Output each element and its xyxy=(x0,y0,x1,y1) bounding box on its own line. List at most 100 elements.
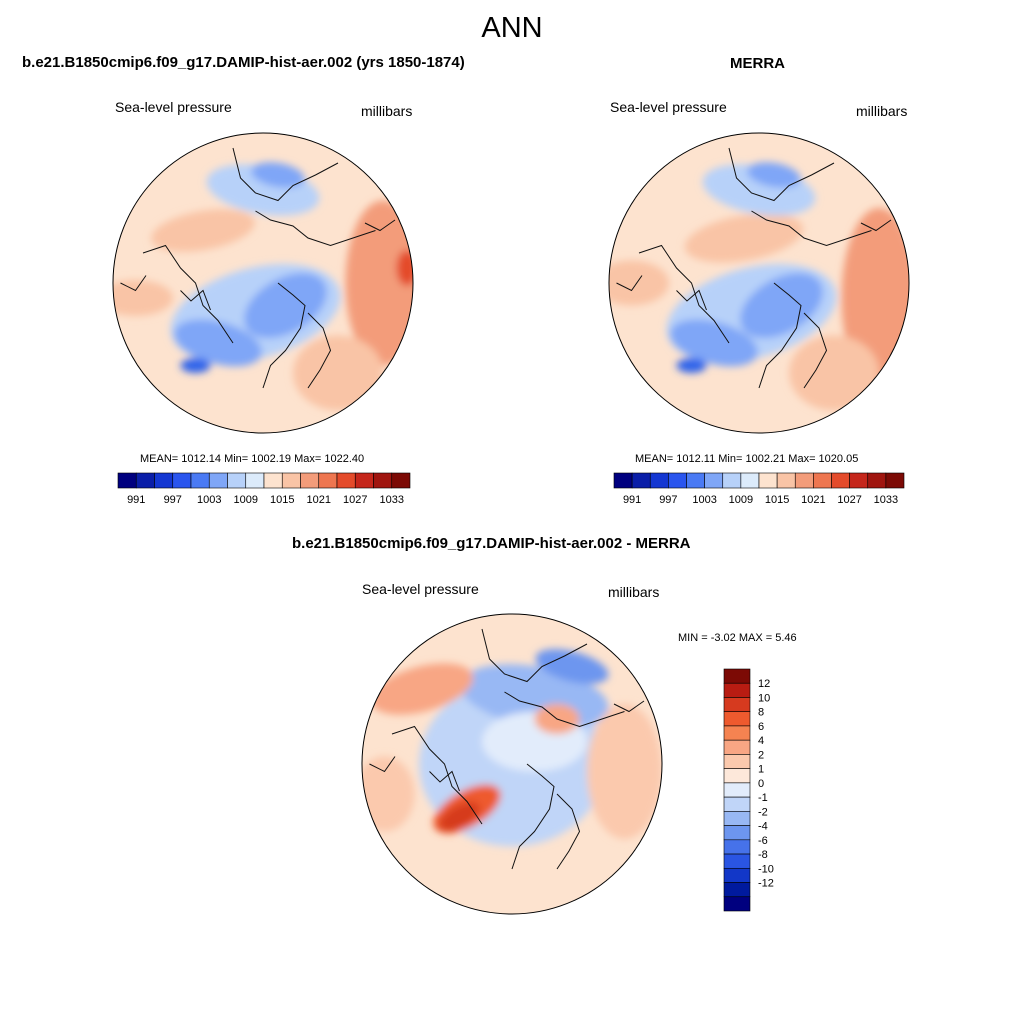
figure-title: ANN xyxy=(481,12,543,44)
contour-region xyxy=(180,358,211,373)
contour-region xyxy=(609,260,669,306)
colorbar-3-swatch xyxy=(723,682,751,698)
coastline xyxy=(638,244,730,344)
contour-region xyxy=(439,802,480,831)
colorbar-3-swatch xyxy=(723,796,751,812)
colorbar-1-swatch xyxy=(227,472,247,489)
panel-3-title: b.e21.B1850cmip6.f09_g17.DAMIP-hist-aer.… xyxy=(292,535,691,552)
colorbar-2-tick-label: 1015 xyxy=(765,494,789,506)
colorbar-2-tick-label: 997 xyxy=(659,494,677,506)
coastline xyxy=(232,147,339,202)
contour-region xyxy=(251,162,305,188)
coastline xyxy=(142,244,234,344)
colorbar-3-tick-label: -12 xyxy=(758,878,774,890)
coastline xyxy=(504,691,625,728)
coastline xyxy=(613,700,645,713)
colorbar-1-swatch xyxy=(373,472,393,489)
colorbar-1-tick-label: 1003 xyxy=(197,494,221,506)
colorbar-3-swatch xyxy=(723,782,751,798)
contour-region xyxy=(370,663,474,715)
colorbar-1-swatch xyxy=(391,472,411,489)
contour-region xyxy=(684,213,804,263)
panel-3-stats: MIN = -3.02 MAX = 5.46 xyxy=(678,632,797,644)
colorbar-3-swatch xyxy=(723,811,751,826)
colorbar-1-swatch xyxy=(117,472,137,489)
colorbar-3-tick-label: 0 xyxy=(758,778,764,790)
colorbar-1-tick-label: 1027 xyxy=(343,494,367,506)
colorbar-3-tick-label: 4 xyxy=(758,735,764,747)
map-border xyxy=(608,132,910,434)
coastline xyxy=(364,219,396,232)
coastline xyxy=(307,312,332,389)
panel-2-title: MERRA xyxy=(730,55,785,72)
coastline xyxy=(860,219,892,232)
coastline xyxy=(616,275,643,292)
colorbar-1-swatch xyxy=(263,472,283,489)
colorbar-2-swatch xyxy=(686,472,705,489)
colorbar-2-swatch xyxy=(794,472,814,489)
colorbar-3-tick-label: 10 xyxy=(758,692,770,704)
colorbar-1-tick-label: 991 xyxy=(127,494,145,506)
colorbar-2-tick-label: 1027 xyxy=(837,494,861,506)
colorbar-2-swatch xyxy=(849,472,869,489)
coastline xyxy=(758,282,802,389)
colorbar-3-tick-label: 6 xyxy=(758,721,764,733)
colorbar-1-swatch xyxy=(336,472,356,489)
colorbar-3-swatch xyxy=(723,896,751,912)
contour-region xyxy=(747,162,801,188)
colorbar-3-swatch xyxy=(723,768,751,784)
coastline xyxy=(391,725,483,825)
colorbar-2-swatch xyxy=(668,472,687,489)
colorbar-2-swatch xyxy=(613,472,633,489)
colorbar-3-tick-label: -2 xyxy=(758,806,768,818)
colorbar-3-tick-label: 1 xyxy=(758,764,764,776)
colorbar-2-swatch xyxy=(867,472,887,489)
colorbar-1-swatch xyxy=(354,472,374,489)
colorbar-3-swatch xyxy=(723,867,751,883)
contour-region xyxy=(174,319,262,367)
panel-2-units-label: millibars xyxy=(856,103,908,119)
colorbar-1-swatch xyxy=(208,472,228,489)
map-b xyxy=(609,133,909,433)
map-border xyxy=(361,613,663,915)
colorbar-3-swatch xyxy=(723,697,751,713)
colorbar-1-tick-label: 1009 xyxy=(234,494,258,506)
field-contours xyxy=(113,162,413,411)
map-a xyxy=(113,133,413,433)
coastline xyxy=(803,312,828,389)
coastline xyxy=(369,756,396,773)
colorbar-2-tick-label: 1033 xyxy=(874,494,898,506)
colorbar-3-swatch xyxy=(723,711,751,727)
colorbar-3-swatch xyxy=(723,882,751,898)
colorbar-3-swatch xyxy=(723,668,751,684)
coastline xyxy=(481,628,588,683)
coastline xyxy=(728,147,835,202)
colorbar-2-swatch xyxy=(831,472,850,489)
colorbar-3-tick-label: -8 xyxy=(758,849,768,861)
map-border xyxy=(112,132,414,434)
colorbar-3-swatch xyxy=(723,739,751,755)
contour-region xyxy=(740,273,823,338)
colorbar-1-swatch xyxy=(190,472,210,489)
colorbar-1-tick-label: 1015 xyxy=(270,494,294,506)
map-c xyxy=(362,614,662,914)
contour-region xyxy=(676,358,707,373)
coastline xyxy=(676,289,707,311)
colorbar-2-swatch xyxy=(704,472,724,489)
contour-region xyxy=(396,250,413,286)
coastline xyxy=(262,282,306,389)
panel-3-variable-label: Sea-level pressure xyxy=(362,581,479,597)
contour-region xyxy=(113,280,173,316)
panel-2-variable-label: Sea-level pressure xyxy=(610,99,727,115)
colorbar-3-tick-label: -1 xyxy=(758,792,768,804)
colorbar-3-swatch xyxy=(723,839,751,855)
colorbar-3-tick-label: 12 xyxy=(758,678,770,690)
contour-region xyxy=(789,335,879,411)
colorbar-3-tick-label: 8 xyxy=(758,707,764,719)
colorbar-1-tick-label: 1021 xyxy=(307,494,331,506)
colorbar-1-swatch xyxy=(245,472,265,489)
colorbar-2-swatch xyxy=(631,472,651,489)
coastline xyxy=(180,289,211,311)
panel-3-units-label: millibars xyxy=(608,584,660,600)
colorbar-1-swatch xyxy=(172,472,192,489)
